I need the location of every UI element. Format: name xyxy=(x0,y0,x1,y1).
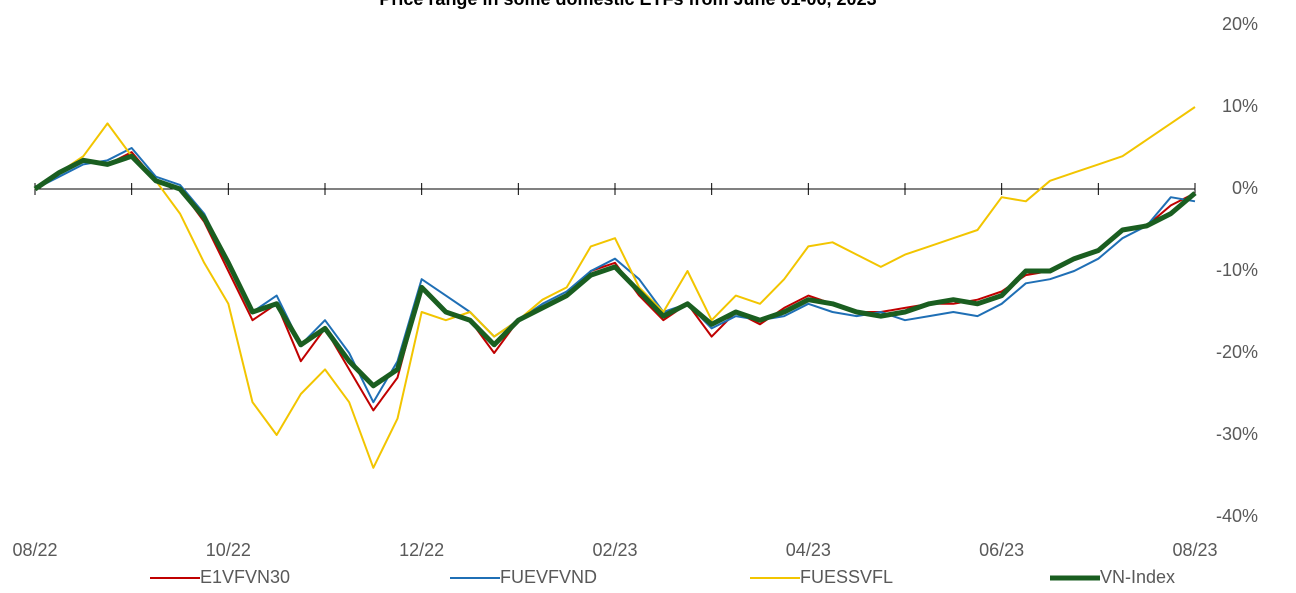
x-tick-label: 04/23 xyxy=(786,540,831,560)
legend-label: FUEVFVND xyxy=(500,567,597,587)
x-tick-label: 08/22 xyxy=(12,540,57,560)
chart-title: Price range in some domestic ETFs from J… xyxy=(379,0,876,9)
y-tick-label: -40% xyxy=(1216,506,1258,526)
y-tick-label: 10% xyxy=(1222,96,1258,116)
x-tick-label: 10/22 xyxy=(206,540,251,560)
x-tick-label: 06/23 xyxy=(979,540,1024,560)
x-tick-label: 02/23 xyxy=(592,540,637,560)
series-line xyxy=(33,153,1197,389)
legend-label: E1VFVN30 xyxy=(200,567,290,587)
y-tick-label: -30% xyxy=(1216,424,1258,444)
legend-label: VN-Index xyxy=(1100,567,1175,587)
series-line xyxy=(34,106,1196,469)
y-tick-label: 20% xyxy=(1222,14,1258,34)
y-tick-label: 0% xyxy=(1232,178,1258,198)
y-tick-label: -20% xyxy=(1216,342,1258,362)
x-tick-label: 12/22 xyxy=(399,540,444,560)
legend-label: FUESSVFL xyxy=(800,567,893,587)
series-line xyxy=(34,151,1196,412)
x-tick-label: 08/23 xyxy=(1172,540,1217,560)
y-tick-label: -10% xyxy=(1216,260,1258,280)
